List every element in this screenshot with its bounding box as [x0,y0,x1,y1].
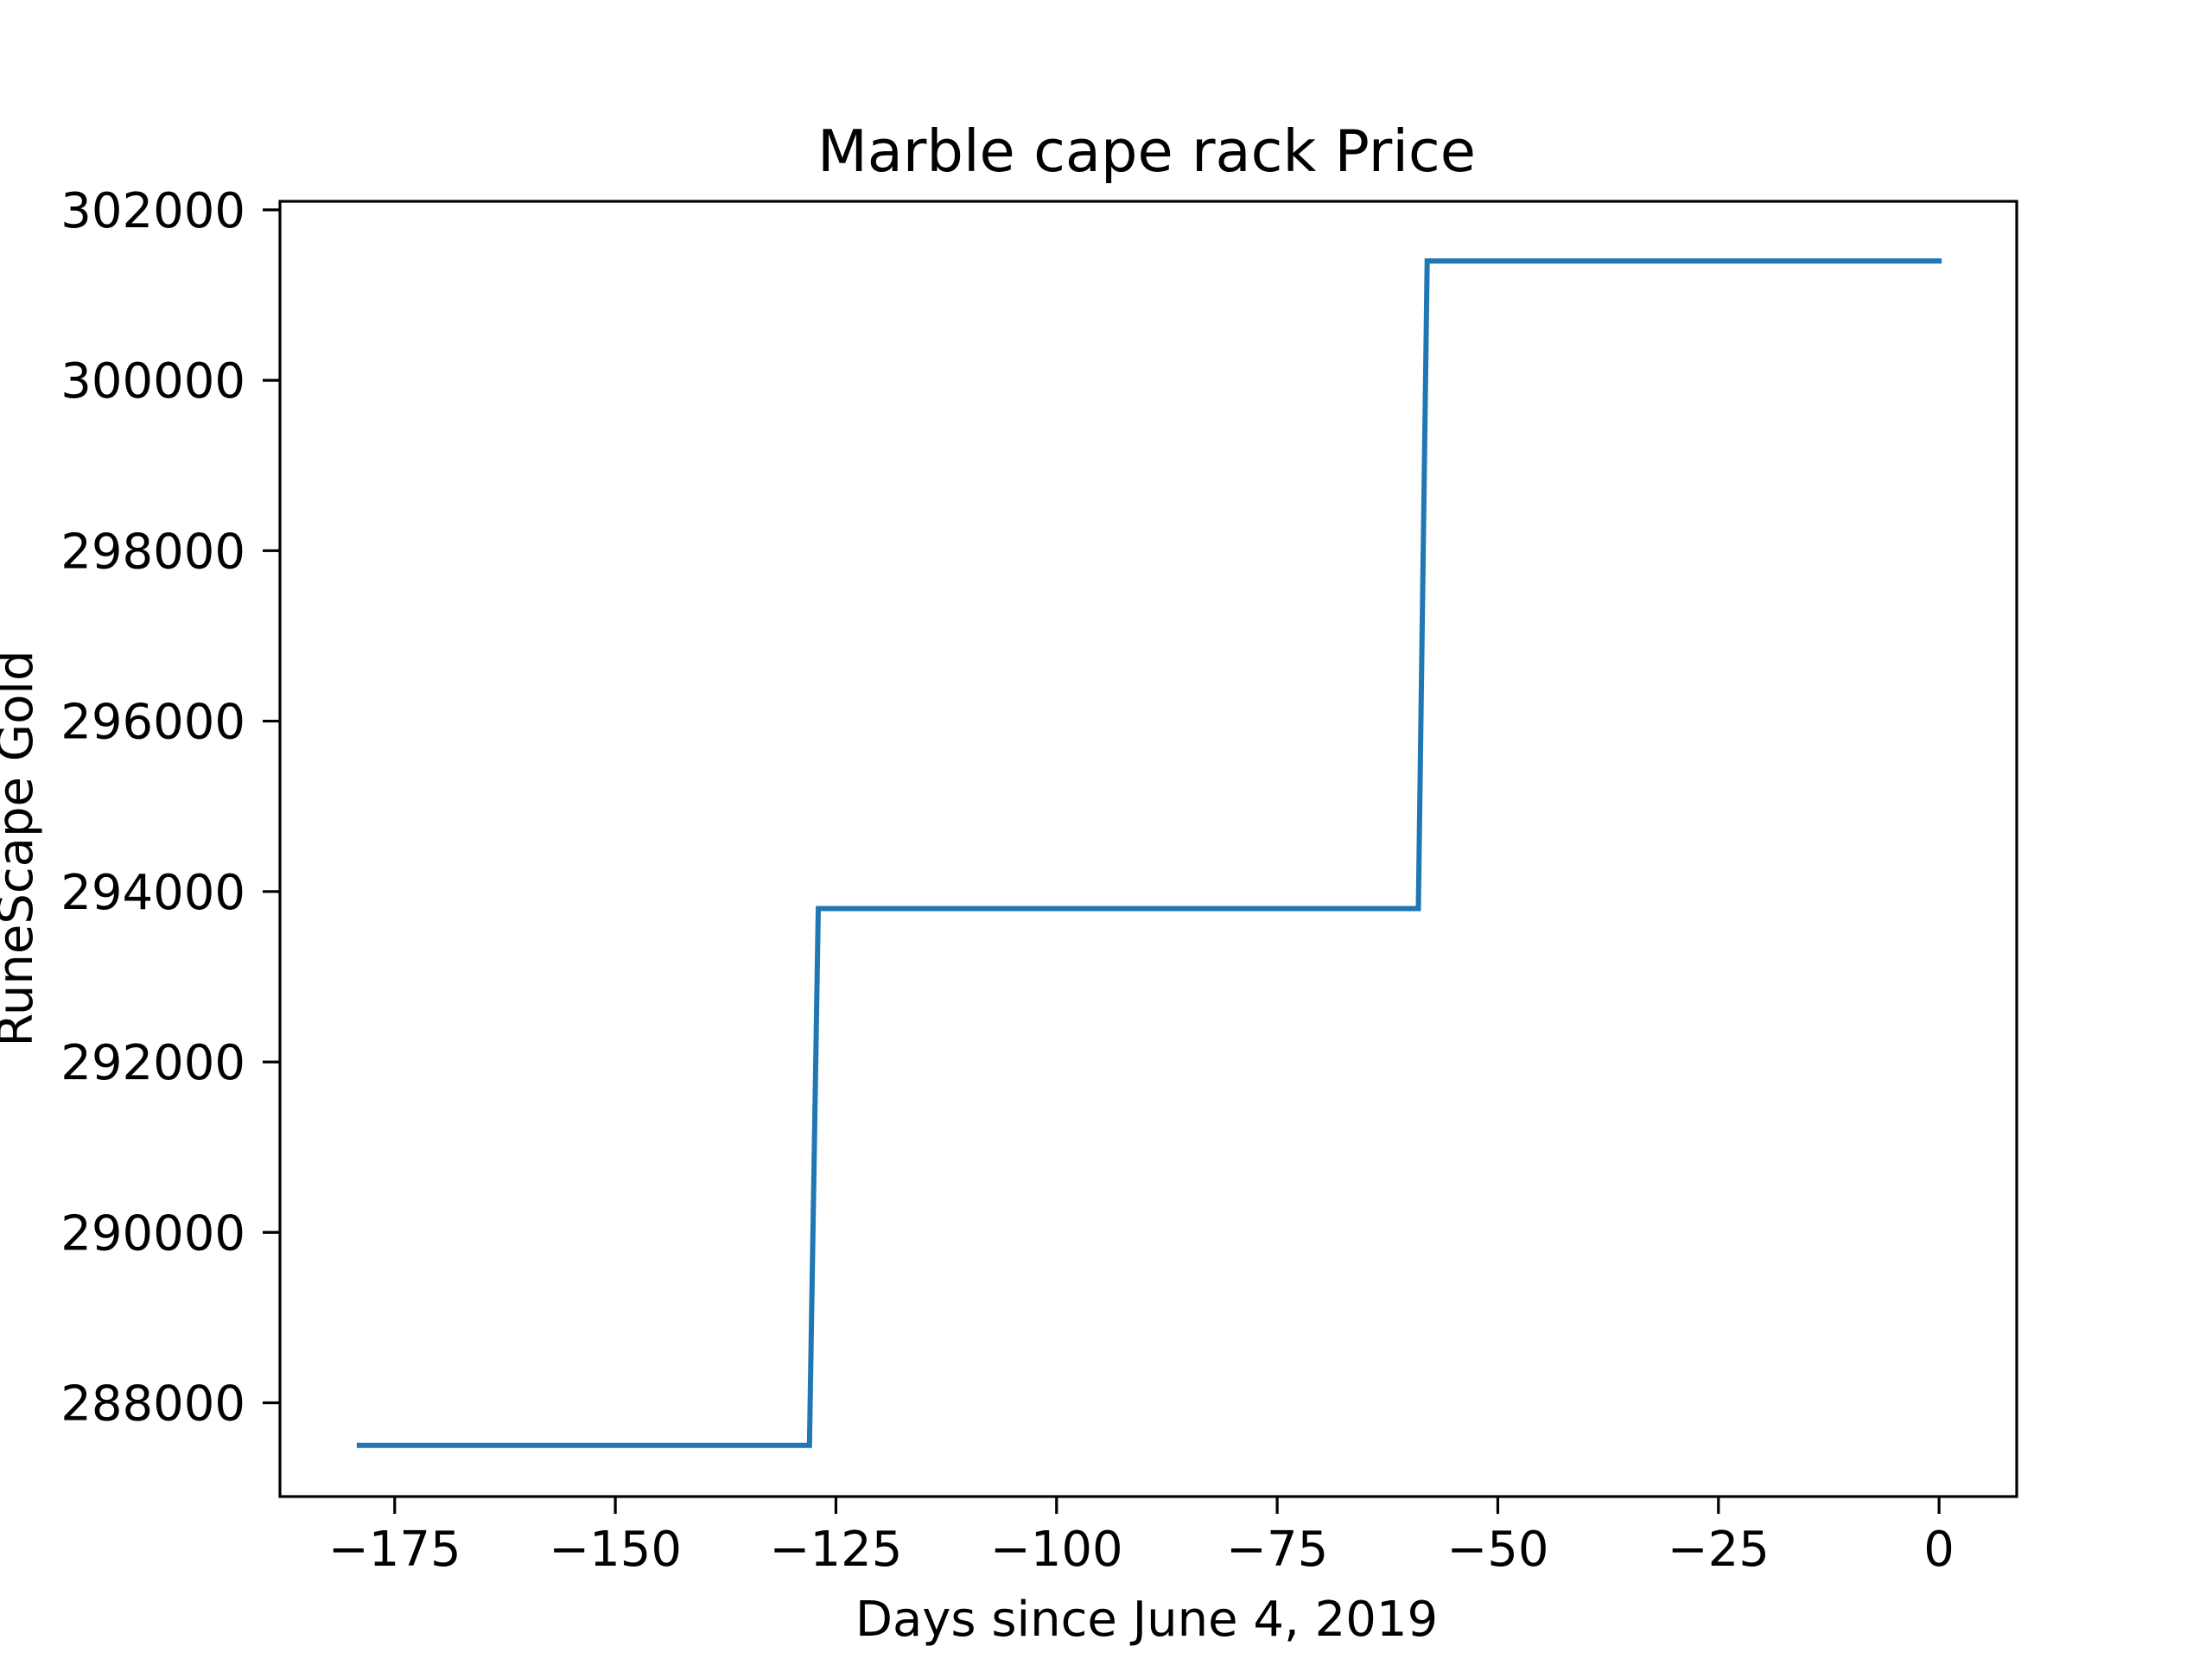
y-axis-label: RuneScape Gold [0,650,44,1046]
x-tick-label: −75 [1226,1522,1328,1578]
y-tick-label: 290000 [60,1205,245,1262]
y-tick-label: 298000 [60,524,245,580]
x-tick-label: −175 [328,1522,461,1578]
x-tick-label: 0 [1923,1522,1955,1578]
y-tick-label: 294000 [60,865,245,921]
chart-title: Marble cape rack Price [817,118,1476,185]
series-line-0 [356,258,1942,1448]
x-axis-label: Days since June 4, 2019 [855,1592,1438,1648]
plot-area [356,258,1942,1448]
x-tick-label: −150 [549,1522,682,1578]
y-tick-label: 300000 [60,353,245,410]
y-tick-label: 288000 [60,1376,245,1433]
y-tick-label: 302000 [60,183,245,239]
plot-frame [278,200,2018,1498]
y-tick-label: 296000 [60,695,245,751]
y-axis: 288000 290000 292000 294000 296000 298000 3000… [60,183,280,1433]
x-axis: −175 −150 −125 −100 −75 −50 −25 0 [328,1497,1955,1578]
x-tick-label: −25 [1668,1522,1770,1578]
x-tick-label: −100 [990,1522,1123,1578]
x-tick-label: −125 [770,1522,903,1578]
y-tick-label: 292000 [60,1035,245,1091]
x-tick-label: −50 [1446,1522,1548,1578]
